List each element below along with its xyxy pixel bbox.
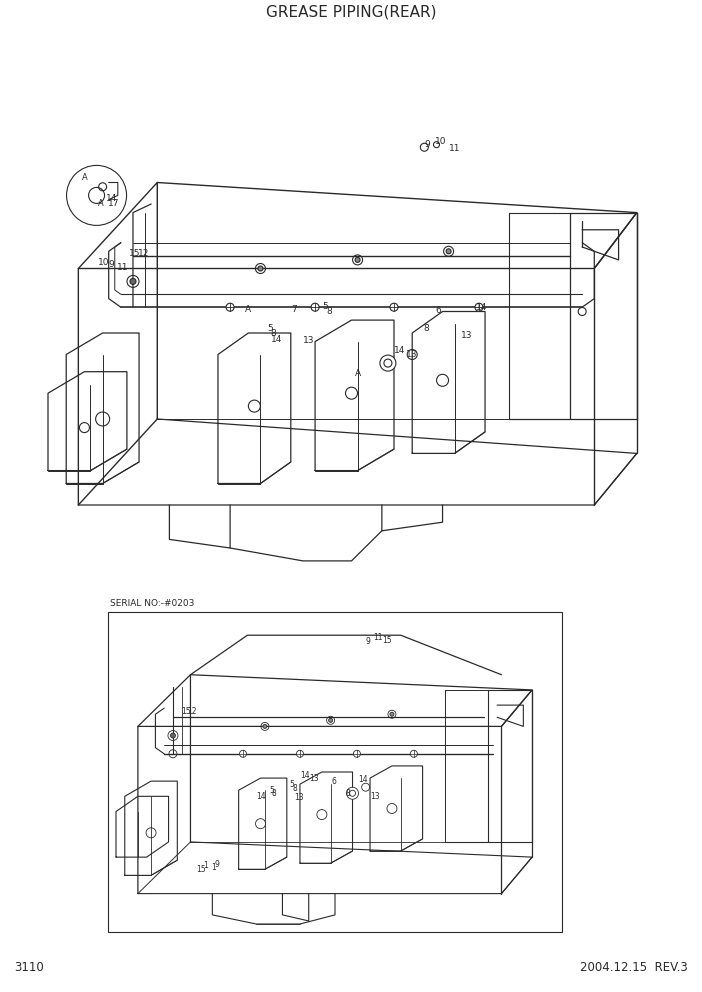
- Text: 9: 9: [109, 260, 114, 269]
- Circle shape: [411, 750, 418, 757]
- Text: 8: 8: [326, 308, 332, 316]
- Text: 14: 14: [272, 334, 283, 343]
- Text: 8: 8: [292, 784, 297, 793]
- Text: A: A: [81, 173, 88, 182]
- Bar: [108, 612, 562, 932]
- Circle shape: [475, 304, 483, 311]
- Text: 15: 15: [181, 707, 190, 716]
- Text: 13: 13: [294, 794, 303, 803]
- Text: 9: 9: [215, 860, 220, 869]
- Text: A: A: [355, 369, 361, 378]
- Text: 12: 12: [187, 707, 197, 716]
- Text: 14: 14: [394, 345, 405, 355]
- Text: 13: 13: [370, 792, 380, 801]
- Text: 1: 1: [211, 863, 216, 872]
- Circle shape: [347, 788, 359, 800]
- Circle shape: [67, 166, 126, 225]
- Text: 10: 10: [98, 258, 110, 267]
- Text: 14: 14: [300, 771, 310, 780]
- Circle shape: [390, 304, 398, 311]
- Text: 13: 13: [303, 336, 314, 345]
- Text: A: A: [98, 198, 103, 207]
- Text: 13: 13: [461, 331, 472, 340]
- Text: 13: 13: [406, 350, 418, 359]
- Text: 9: 9: [366, 637, 371, 646]
- Circle shape: [353, 750, 360, 757]
- Circle shape: [390, 712, 394, 716]
- Text: 8: 8: [345, 790, 350, 799]
- Circle shape: [263, 724, 267, 728]
- Text: 14: 14: [106, 194, 117, 203]
- Circle shape: [446, 249, 451, 254]
- Text: SERIAL NO:-#0203: SERIAL NO:-#0203: [110, 599, 194, 608]
- Text: 8: 8: [271, 329, 277, 338]
- Text: 14: 14: [476, 303, 487, 311]
- Circle shape: [296, 750, 303, 757]
- Text: 6: 6: [435, 307, 441, 315]
- Circle shape: [239, 750, 246, 757]
- Text: 11: 11: [117, 263, 128, 272]
- Text: 8: 8: [271, 790, 276, 799]
- Circle shape: [380, 355, 396, 371]
- Text: 11: 11: [449, 145, 460, 154]
- Text: 14: 14: [256, 792, 266, 801]
- Circle shape: [311, 304, 319, 311]
- Text: 15: 15: [128, 249, 140, 258]
- Text: 1: 1: [204, 861, 208, 870]
- Circle shape: [130, 279, 136, 285]
- Text: 8: 8: [423, 324, 429, 333]
- Text: GREASE PIPING(REAR): GREASE PIPING(REAR): [266, 4, 436, 20]
- Text: 5: 5: [270, 786, 274, 795]
- Text: 5: 5: [289, 780, 294, 789]
- Text: 15: 15: [382, 636, 392, 645]
- Text: 14: 14: [358, 775, 368, 784]
- Text: 17: 17: [107, 199, 119, 208]
- Text: 9: 9: [424, 140, 430, 149]
- Text: 5: 5: [267, 324, 274, 333]
- Text: A: A: [245, 305, 251, 313]
- Text: 15: 15: [197, 865, 206, 874]
- Text: 12: 12: [138, 249, 150, 258]
- Circle shape: [171, 733, 176, 738]
- Circle shape: [355, 257, 360, 263]
- Text: 3110: 3110: [14, 960, 44, 974]
- Circle shape: [329, 718, 333, 722]
- Text: 11: 11: [373, 633, 383, 642]
- Circle shape: [258, 266, 263, 271]
- Text: 7: 7: [291, 305, 296, 313]
- Text: 5: 5: [322, 302, 328, 310]
- Text: 10: 10: [435, 137, 446, 146]
- Text: 2004.12.15  REV.3: 2004.12.15 REV.3: [581, 960, 688, 974]
- Text: 6: 6: [331, 777, 336, 786]
- Circle shape: [226, 304, 234, 311]
- Text: 13: 13: [309, 774, 318, 783]
